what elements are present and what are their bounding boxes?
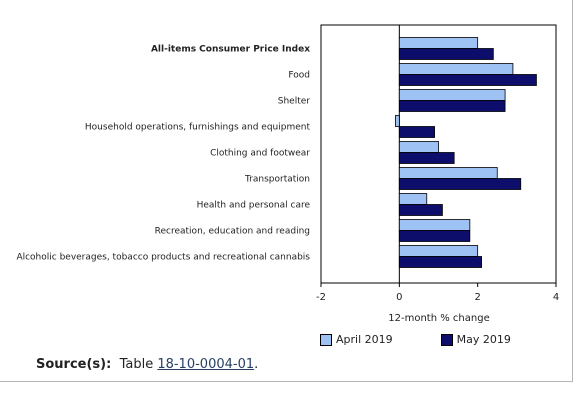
x-tick-label: 2 [474, 292, 480, 303]
bar-may [398, 178, 522, 190]
category-label: Shelter [278, 97, 311, 107]
bar-april [395, 115, 400, 127]
bottom-divider [0, 381, 572, 382]
source-prefix: Table [119, 357, 158, 372]
bar-may [398, 126, 435, 138]
right-divider [572, 0, 573, 382]
x-tick-label: 4 [553, 292, 559, 303]
x-tick-label: -2 [316, 292, 326, 303]
bar-april [398, 141, 439, 153]
bar-april [398, 245, 479, 257]
source-label: Source(s): [36, 357, 112, 372]
category-label: Food [288, 71, 310, 81]
category-label: Alcoholic beverages, tobacco products an… [16, 253, 310, 263]
source-note: Source(s): Table 18-10-0004-01. [36, 357, 258, 372]
category-label: Transportation [244, 175, 310, 185]
legend: April 2019 May 2019 [320, 333, 511, 346]
plot-frame [320, 24, 557, 284]
bar-april [398, 63, 514, 75]
legend-item-april: April 2019 [320, 333, 393, 346]
bar-april [398, 89, 506, 101]
x-tick-label: 0 [396, 292, 402, 303]
category-label: Household operations, furnishings and eq… [85, 123, 311, 133]
legend-label-april: April 2019 [336, 333, 393, 346]
source-suffix: . [254, 357, 259, 372]
category-label: Health and personal care [197, 201, 311, 211]
bar-may [398, 230, 471, 242]
legend-label-may: May 2019 [456, 333, 511, 346]
bar-april [398, 37, 479, 49]
category-label: Clothing and footwear [210, 149, 310, 159]
bar-may [398, 74, 537, 86]
category-label: Recreation, education and reading [155, 227, 310, 237]
bar-may [398, 152, 455, 164]
bar-april [398, 193, 428, 205]
bar-may [398, 100, 506, 112]
bar-april [398, 219, 471, 231]
bar-april [398, 167, 498, 179]
source-table-link[interactable]: 18-10-0004-01 [157, 357, 255, 372]
x-axis-label: 12-month % change [388, 313, 489, 324]
legend-swatch-april [320, 333, 332, 346]
legend-swatch-may [440, 333, 453, 346]
bar-may [398, 204, 443, 216]
category-label: All-items Consumer Price Index [151, 45, 310, 55]
bar-may [398, 256, 482, 268]
bar-may [398, 48, 494, 60]
legend-item-may: May 2019 [440, 333, 511, 346]
